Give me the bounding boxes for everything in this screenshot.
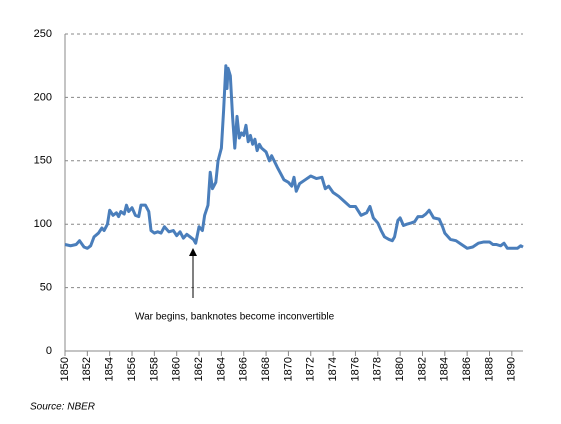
- x-tick-label: 1886: [461, 357, 473, 381]
- x-tick-label: 1882: [416, 357, 428, 381]
- x-tick-label: 1864: [215, 357, 227, 381]
- x-tick-label: 1884: [439, 357, 451, 381]
- x-tick-label: 1852: [81, 357, 93, 381]
- x-tick-label: 1854: [104, 357, 116, 381]
- x-tick-label: 1878: [372, 357, 384, 381]
- x-tick-label: 1862: [193, 357, 205, 381]
- data-line: [64, 64, 524, 250]
- x-tick-label: 1858: [148, 357, 160, 381]
- source-note: Source: NBER: [30, 402, 95, 413]
- x-tick-label: 1874: [327, 357, 339, 381]
- x-tick-label: 1866: [238, 357, 250, 381]
- x-tick-label: 1860: [171, 357, 183, 381]
- x-tick-label: 1850: [59, 357, 71, 381]
- y-tick-label: 100: [34, 218, 52, 230]
- x-tick-label: 1890: [506, 357, 518, 381]
- y-tick-label: 200: [34, 91, 52, 103]
- y-tick-label: 50: [40, 282, 52, 294]
- y-tick-label: 0: [46, 345, 52, 357]
- annotation: War begins, banknotes become inconvertib…: [135, 312, 335, 323]
- x-tick-label: 1876: [349, 357, 361, 381]
- x-tick-label: 1868: [260, 357, 272, 381]
- y-tick-label: 150: [34, 155, 52, 167]
- y-tick-label: 250: [34, 28, 52, 40]
- x-tick-label: 1880: [394, 357, 406, 381]
- x-tick-label: 1856: [126, 357, 138, 381]
- x-tick-label: 1872: [305, 357, 317, 381]
- x-tick-label: 1870: [282, 357, 294, 381]
- x-tick-label: 1888: [483, 357, 495, 381]
